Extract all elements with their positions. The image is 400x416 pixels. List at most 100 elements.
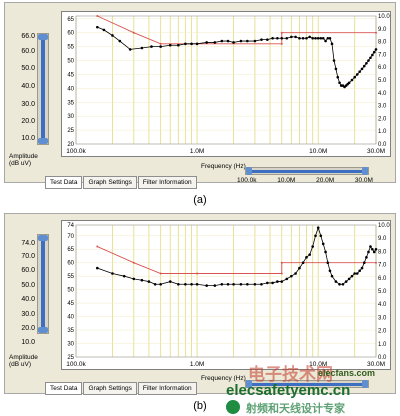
y2-tick-label: 3.0 bbox=[378, 315, 387, 321]
frequency-range-slider[interactable] bbox=[245, 167, 369, 175]
data-point bbox=[96, 25, 99, 29]
tab-filter-information[interactable]: Filter Information bbox=[137, 382, 197, 395]
slider-tick-label: 60.0 bbox=[21, 267, 35, 274]
data-point bbox=[374, 48, 378, 51]
frequency-range-slider[interactable] bbox=[245, 380, 369, 388]
data-point bbox=[311, 36, 314, 40]
slider-max-label: 66.0 bbox=[21, 33, 35, 40]
data-point bbox=[140, 46, 144, 50]
slider-bottom-thumb[interactable] bbox=[38, 138, 48, 144]
data-line bbox=[97, 226, 377, 287]
data-point bbox=[374, 247, 378, 251]
data-point bbox=[150, 45, 153, 48]
y-tick-label: 30 bbox=[67, 342, 74, 348]
data-point bbox=[308, 253, 311, 256]
data-point bbox=[314, 36, 317, 40]
data-point bbox=[280, 280, 284, 283]
data-point bbox=[319, 36, 323, 40]
data-point bbox=[260, 282, 263, 286]
y-tick-label: 25 bbox=[67, 355, 74, 361]
data-point bbox=[184, 282, 187, 286]
data-point bbox=[330, 274, 334, 278]
y-tick-label: 30 bbox=[67, 114, 74, 120]
data-point bbox=[190, 282, 193, 286]
data-point bbox=[122, 274, 126, 278]
data-point bbox=[355, 272, 359, 275]
slider-top-thumb[interactable] bbox=[38, 235, 48, 241]
hslider-right-thumb[interactable] bbox=[362, 380, 368, 388]
data-point bbox=[294, 35, 297, 39]
data-point bbox=[205, 284, 208, 287]
data-point bbox=[324, 250, 327, 254]
y-tick-label: 40 bbox=[67, 315, 74, 321]
hslider-left-thumb[interactable] bbox=[246, 380, 252, 388]
y-tick-label: 50 bbox=[67, 288, 74, 294]
data-point bbox=[226, 282, 230, 286]
data-point bbox=[153, 282, 157, 286]
hslider-left-thumb[interactable] bbox=[246, 167, 252, 175]
data-point bbox=[266, 38, 269, 41]
data-point bbox=[253, 282, 257, 286]
tab-test-data[interactable]: Test Data bbox=[45, 382, 83, 395]
limit-point bbox=[280, 31, 283, 34]
slider-top-thumb[interactable] bbox=[38, 34, 48, 40]
slider-max-label: 74.0 bbox=[21, 240, 35, 247]
chart-svg-a: 20 25 30 35 40 45 50 55 60 65 0.0 1.0 2.0 3.0 4.0 5.0 6.… bbox=[66, 14, 390, 155]
y-tick-label: 60 bbox=[67, 31, 74, 37]
data-point bbox=[338, 81, 341, 85]
watermark-site-name: elecfans.com bbox=[318, 368, 376, 378]
slider-min-label: 10.0 bbox=[21, 339, 35, 346]
slider-tick-label: 30.0 bbox=[21, 101, 35, 108]
data-point bbox=[195, 282, 199, 286]
y-tick-label: 45 bbox=[67, 72, 74, 78]
hslider-right-thumb[interactable] bbox=[362, 167, 368, 175]
slider-tick-label: 40.0 bbox=[21, 296, 35, 303]
frequency-range-ticks: 100.0k 10.0M 20.0M 30.0M bbox=[237, 177, 373, 184]
data-point bbox=[324, 39, 327, 43]
slider-tick-label: 60.0 bbox=[21, 48, 35, 55]
y-tick-label: 55 bbox=[67, 45, 74, 51]
y-tick-label: 74 bbox=[67, 223, 74, 229]
data-point bbox=[276, 280, 279, 283]
y2-tick-label: 10.0 bbox=[378, 14, 390, 20]
data-point bbox=[190, 42, 193, 46]
data-point bbox=[168, 43, 172, 47]
data-point bbox=[353, 75, 356, 79]
data-point bbox=[290, 274, 293, 278]
data-point bbox=[260, 38, 263, 41]
limit-point bbox=[375, 261, 377, 264]
y2-tick-label: 6.0 bbox=[378, 276, 387, 282]
range-tick: 30.0M bbox=[354, 177, 373, 184]
x-tick-label: 1.0M bbox=[190, 361, 204, 368]
data-point bbox=[350, 274, 354, 278]
data-point bbox=[232, 282, 235, 286]
y-tick-label: 35 bbox=[67, 100, 74, 106]
amplitude-range-slider[interactable] bbox=[37, 33, 49, 145]
tab-filter-information[interactable]: Filter Information bbox=[137, 176, 197, 189]
data-point bbox=[301, 261, 305, 265]
y2-tick-label: 1.0 bbox=[378, 342, 387, 348]
slider-bottom-thumb[interactable] bbox=[38, 327, 48, 333]
amplitude-range-slider[interactable] bbox=[37, 234, 49, 334]
tab-test-data[interactable]: Test Data bbox=[45, 176, 83, 189]
data-point bbox=[328, 36, 332, 40]
tab-graph-settings[interactable]: Graph Settings bbox=[83, 382, 137, 395]
data-point bbox=[177, 43, 180, 47]
tab-graph-settings[interactable]: Graph Settings bbox=[83, 176, 137, 189]
data-point bbox=[266, 281, 269, 285]
data-point bbox=[328, 269, 332, 273]
data-point bbox=[290, 35, 293, 39]
data-point bbox=[239, 39, 243, 43]
data-point bbox=[294, 272, 297, 275]
y2-tick-label: 8.0 bbox=[378, 249, 387, 255]
y2-tick-label: 0.0 bbox=[378, 355, 387, 361]
tab-bar: Test Data Graph Settings Filter Informat… bbox=[45, 176, 197, 189]
y-tick-label: 45 bbox=[67, 301, 74, 307]
plot-frame bbox=[75, 224, 377, 358]
data-point bbox=[305, 36, 308, 40]
limit-point bbox=[132, 261, 135, 264]
x-tick-label: 10.0M bbox=[309, 361, 327, 368]
y2-tick-label: 9.0 bbox=[378, 236, 387, 242]
data-point bbox=[341, 282, 345, 286]
y2-tick-label: 7.0 bbox=[378, 263, 387, 269]
